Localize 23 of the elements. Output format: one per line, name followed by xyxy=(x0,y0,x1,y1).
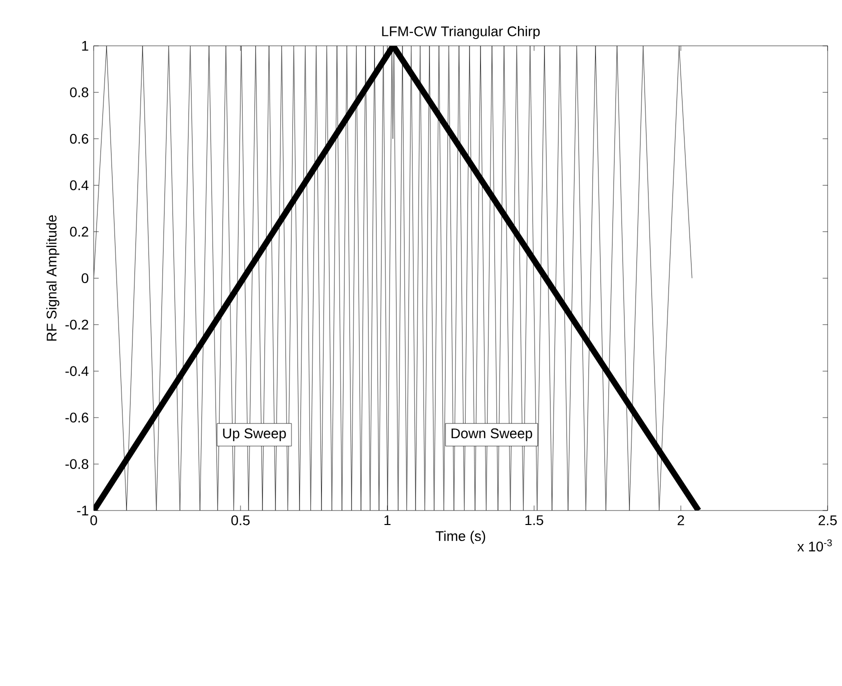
y-tick-label: -1 xyxy=(77,506,88,516)
y-tick-label: 0 xyxy=(82,273,88,284)
y-tick-label: 0.4 xyxy=(70,180,88,190)
y-tick-label: 0.6 xyxy=(70,134,88,144)
chart-title: LFM-CW Triangular Chirp xyxy=(382,26,540,40)
text: x 10$^{-3}$ xyxy=(797,539,832,552)
x-tick-label: 0.5 xyxy=(231,515,250,526)
x-tick-label: 1.5 xyxy=(525,515,544,526)
x-tick-label: 2.5 xyxy=(818,515,837,526)
y-axis-title: RF Signal Amplitude xyxy=(46,215,60,341)
y-tick-label: -0.4 xyxy=(65,366,88,376)
x-tick-label: 1 xyxy=(384,515,391,525)
y-tick-label: 1 xyxy=(82,41,88,51)
x-tick-label: 2 xyxy=(678,515,684,526)
annotation: Down Sweep xyxy=(452,428,532,442)
x-axis-title: Time (s) xyxy=(436,530,486,544)
x-tick-label: 0 xyxy=(90,515,98,526)
y-tick-label: -0.8 xyxy=(65,459,88,469)
y-tick-label: 0.2 xyxy=(70,226,88,237)
annotation: Up Sweep xyxy=(223,428,286,442)
y-tick-label: -0.6 xyxy=(65,412,88,423)
y-tick-label: -0.2 xyxy=(65,320,88,330)
y-tick-label: 0.8 xyxy=(70,87,88,98)
